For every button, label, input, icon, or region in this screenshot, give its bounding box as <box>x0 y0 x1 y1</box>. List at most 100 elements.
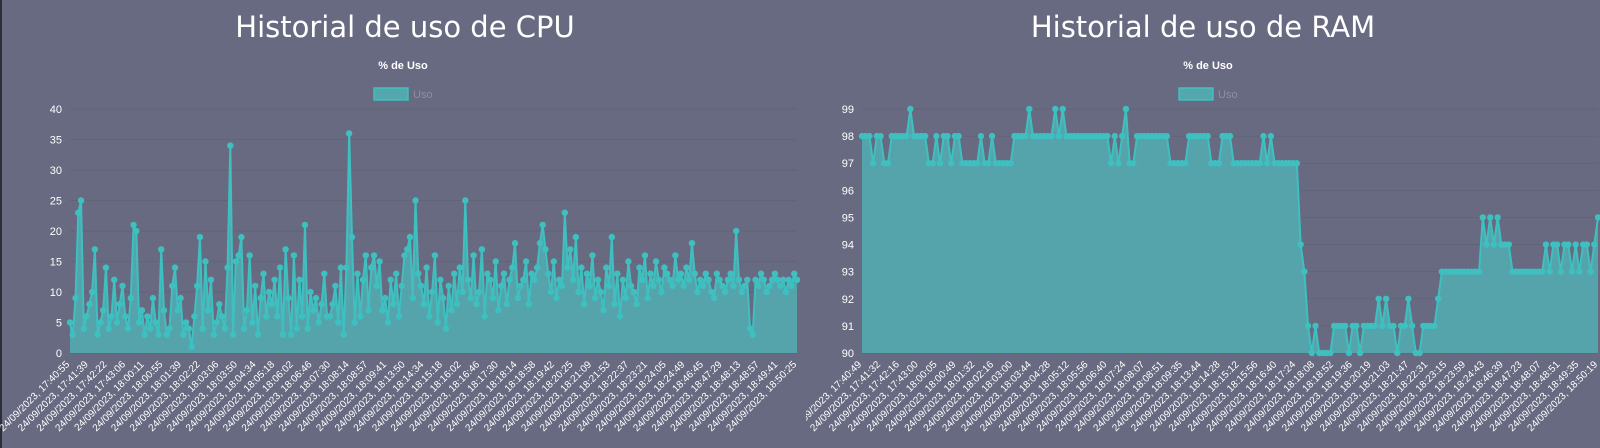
data-point <box>459 288 466 296</box>
data-point <box>135 319 143 326</box>
data-point <box>481 313 488 320</box>
data-point <box>229 331 237 338</box>
data-point <box>647 270 654 277</box>
data-point <box>213 319 220 326</box>
data-point <box>1382 295 1390 302</box>
data-point <box>1104 132 1111 140</box>
data-point <box>1408 322 1416 330</box>
data-point <box>392 270 400 277</box>
data-point <box>694 288 701 296</box>
data-point <box>1375 295 1382 302</box>
data-point <box>80 325 88 332</box>
data-point <box>1539 268 1546 275</box>
data-point <box>146 325 154 332</box>
data-point <box>713 270 721 277</box>
data-point <box>420 301 428 308</box>
data-point <box>869 160 877 167</box>
data-point <box>561 209 569 216</box>
data-point <box>1111 132 1118 140</box>
data-point <box>1055 132 1063 140</box>
data-point <box>257 294 264 302</box>
data-point <box>730 282 737 290</box>
series-area <box>70 133 797 353</box>
data-point <box>531 276 538 283</box>
data-point <box>69 331 76 338</box>
data-point <box>498 282 505 290</box>
data-point <box>755 282 762 290</box>
data-point <box>174 307 182 314</box>
data-point <box>318 301 325 308</box>
data-point <box>683 264 690 271</box>
data-point <box>221 325 228 332</box>
y-tick-label: 94 <box>842 240 854 252</box>
data-point <box>116 301 123 308</box>
data-point <box>235 252 242 259</box>
data-point <box>619 276 627 283</box>
data-point <box>517 282 524 290</box>
data-point <box>536 240 544 247</box>
legend-swatch <box>1178 87 1214 101</box>
data-point <box>766 282 773 290</box>
data-point <box>738 288 745 296</box>
data-point <box>608 233 615 241</box>
data-point <box>1256 160 1263 167</box>
data-point <box>1026 105 1033 113</box>
data-point <box>1122 105 1130 113</box>
data-point <box>462 197 469 204</box>
data-point <box>627 282 635 290</box>
data-point <box>1353 322 1360 330</box>
y-tick-label: 15 <box>50 257 62 269</box>
data-point <box>669 282 676 290</box>
data-point <box>415 270 422 277</box>
data-point <box>238 233 245 241</box>
data-point <box>263 313 270 320</box>
data-point <box>533 264 541 271</box>
data-point <box>708 288 715 296</box>
data-point <box>779 276 787 283</box>
data-point <box>249 319 256 326</box>
legend-swatch <box>373 87 409 101</box>
data-point <box>94 331 101 338</box>
data-point <box>293 325 300 332</box>
data-point <box>921 132 929 140</box>
data-point <box>310 307 317 314</box>
data-point <box>583 270 591 277</box>
data-point <box>202 258 209 265</box>
data-point <box>426 313 433 320</box>
data-point <box>1182 160 1189 167</box>
y-tick-label: 96 <box>842 185 854 197</box>
data-point <box>511 240 519 247</box>
data-point <box>702 270 709 277</box>
y-tick-label: 92 <box>842 294 854 306</box>
data-point <box>691 270 698 277</box>
data-point <box>210 331 217 338</box>
data-point <box>719 282 726 290</box>
data-point <box>933 132 940 140</box>
data-point <box>735 276 743 283</box>
data-point <box>547 288 555 296</box>
data-point <box>169 282 176 290</box>
data-point <box>1479 214 1486 221</box>
data-point <box>666 276 674 283</box>
data-point <box>771 270 779 277</box>
data-point <box>603 264 610 271</box>
data-point <box>254 331 262 338</box>
data-point <box>321 270 328 277</box>
data-point <box>636 264 643 271</box>
data-point <box>674 276 682 283</box>
data-point <box>525 301 533 308</box>
data-point <box>1022 132 1029 140</box>
data-point <box>368 264 375 271</box>
data-point <box>77 197 85 204</box>
data-point <box>478 246 486 253</box>
data-point <box>439 294 447 302</box>
data-point <box>207 276 215 283</box>
data-point <box>252 282 259 290</box>
data-point <box>663 270 671 277</box>
data-point <box>605 282 613 290</box>
data-point <box>285 294 292 302</box>
data-point <box>586 282 593 290</box>
data-point <box>97 319 104 326</box>
data-point <box>685 276 693 283</box>
data-point <box>1263 160 1271 167</box>
